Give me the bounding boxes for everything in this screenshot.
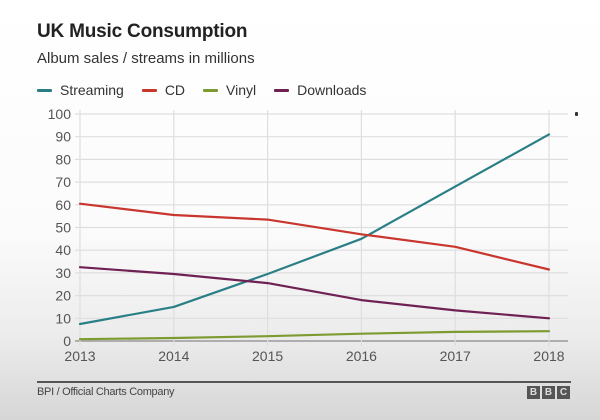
- gridlines: [75, 110, 568, 346]
- legend-label: Downloads: [297, 82, 367, 98]
- y-tick-label: 60: [55, 197, 71, 213]
- mouse-cursor: [575, 112, 578, 116]
- legend-label: Streaming: [60, 82, 124, 98]
- y-tick-label: 30: [55, 265, 71, 281]
- y-axis: 0 10 20 30 40 50 60 70 80 90 100: [48, 106, 72, 349]
- y-tick-label: 10: [55, 310, 71, 326]
- legend-label: CD: [164, 82, 186, 98]
- legend-swatch: [37, 88, 52, 92]
- chart-title: UK Music Consumption: [37, 21, 248, 42]
- chart-subtitle: Album sales / streams in millions: [37, 50, 255, 67]
- series-line-vinyl: [78, 330, 551, 341]
- legend-item-downloads: Downloads: [274, 82, 384, 98]
- footer-divider: [37, 381, 571, 383]
- y-tick-label: 20: [55, 288, 71, 304]
- legend-label: Vinyl: [226, 82, 257, 98]
- x-tick-label: 2013: [64, 348, 95, 364]
- legend-swatch: [141, 88, 157, 92]
- series-lines: [78, 133, 551, 341]
- x-tick-label: 2015: [252, 348, 283, 364]
- bbc-logo-letter: B: [542, 386, 555, 399]
- y-tick-label: 0: [63, 333, 71, 349]
- bbc-logo: B B C: [527, 386, 570, 399]
- bbc-logo-letter: B: [527, 386, 540, 399]
- legend-swatch: [203, 88, 219, 92]
- y-tick-label: 90: [55, 129, 71, 145]
- y-tick-label: 50: [55, 220, 71, 236]
- series-line-cd: [78, 202, 551, 271]
- series-line-downloads: [78, 266, 551, 320]
- legend-item-streaming: Streaming: [37, 82, 142, 98]
- y-tick-label: 70: [55, 174, 71, 190]
- bbc-logo-letter: C: [557, 386, 570, 399]
- y-tick-label: 100: [48, 106, 72, 122]
- legend-swatch: [274, 88, 290, 92]
- y-tick-label: 40: [55, 242, 71, 258]
- x-tick-label: 2018: [533, 348, 564, 364]
- y-tick-label: 80: [55, 151, 71, 167]
- source-credit: BPI / Official Charts Company: [37, 386, 175, 398]
- series-line-streaming: [78, 133, 551, 326]
- x-tick-label: 2017: [440, 348, 471, 364]
- legend-item-cd: CD: [141, 82, 203, 98]
- legend: Streaming CD Vinyl Downloads: [37, 81, 384, 99]
- x-tick-label: 2014: [158, 348, 189, 364]
- x-axis: 2013 2014 2015 2016 2017 2018: [64, 348, 564, 364]
- x-tick-label: 2016: [346, 348, 377, 364]
- legend-item-vinyl: Vinyl: [203, 82, 274, 98]
